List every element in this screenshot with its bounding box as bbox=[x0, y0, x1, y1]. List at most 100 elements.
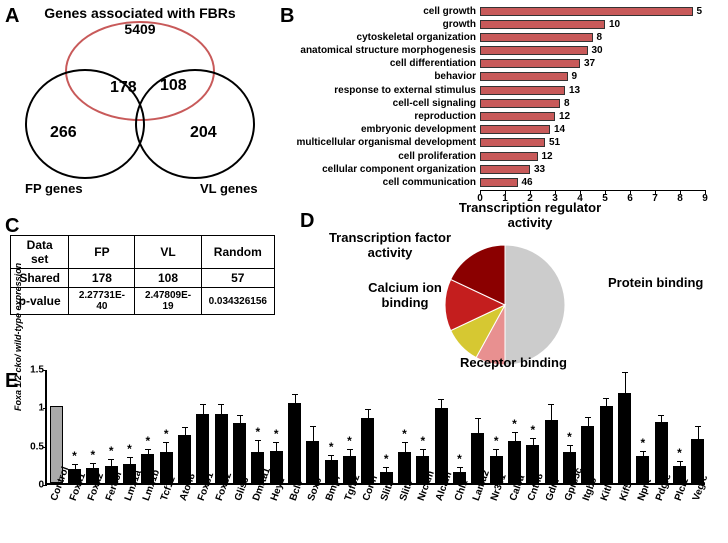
go-tick: 7 bbox=[652, 193, 658, 204]
go-label: growth bbox=[290, 19, 480, 30]
venn-vl-only: 204 bbox=[190, 124, 217, 142]
go-row: response to external stimulus 13 bbox=[290, 84, 710, 96]
significance-star: * bbox=[90, 448, 95, 462]
go-row: embryonic development14 bbox=[290, 124, 710, 136]
go-bar bbox=[480, 138, 545, 147]
significance-star: * bbox=[164, 427, 169, 441]
go-row: reproduction12 bbox=[290, 111, 710, 123]
significance-star: * bbox=[402, 427, 407, 441]
significance-star: * bbox=[420, 434, 425, 448]
expression-chart: Foxa 1/2 cko/ wild-type expression 00.51… bbox=[10, 370, 710, 535]
go-bar bbox=[480, 59, 580, 68]
pie-label-calcium: Calcium ion binding bbox=[360, 280, 450, 310]
pie-label-protein: Protein binding bbox=[608, 275, 703, 290]
go-count: 14 bbox=[554, 124, 565, 135]
go-label: cell communication bbox=[290, 177, 480, 188]
go-bar bbox=[480, 33, 593, 42]
significance-star: * bbox=[530, 423, 535, 437]
go-row: cell proliferation 12 bbox=[290, 150, 710, 162]
table-header: Random bbox=[201, 236, 274, 269]
pie-label-receptor: Receptor binding bbox=[460, 355, 567, 370]
significance-star: * bbox=[494, 434, 499, 448]
go-row: cell-cell signaling8 bbox=[290, 97, 710, 109]
pie-label-tf: Transcription factor activity bbox=[325, 230, 455, 260]
stats-table: Data setFPVLRandomShared17810857p-value2… bbox=[10, 235, 275, 315]
go-label: cell differentiation bbox=[290, 58, 480, 69]
go-row: anatomical structure morphogenesis 30 bbox=[290, 45, 710, 57]
go-row: behavior 9 bbox=[290, 71, 710, 83]
significance-star: * bbox=[109, 444, 114, 458]
go-bar bbox=[480, 86, 565, 95]
go-bar bbox=[480, 152, 538, 161]
go-count: 9 bbox=[572, 71, 578, 82]
significance-star: * bbox=[512, 417, 517, 431]
significance-star: * bbox=[145, 434, 150, 448]
table-cell: 2.47809E-19 bbox=[135, 288, 201, 315]
go-row: cell communication 46 bbox=[290, 176, 710, 188]
go-count: 51 bbox=[549, 137, 560, 148]
pie-panel: Protein binding Receptor binding Calcium… bbox=[300, 210, 720, 370]
table-cell: 2.27731E-40 bbox=[69, 288, 135, 315]
pie-chart bbox=[440, 240, 570, 370]
significance-star: * bbox=[640, 436, 645, 450]
go-bar bbox=[480, 125, 550, 134]
pie-slice bbox=[505, 245, 565, 365]
go-row: cytoskeletal organization8 bbox=[290, 31, 710, 43]
significance-star: * bbox=[255, 425, 260, 439]
go-count: 13 bbox=[569, 85, 580, 96]
go-bar bbox=[480, 178, 518, 187]
table-cell: 0.034326156 bbox=[201, 288, 274, 315]
go-count: 46 bbox=[522, 177, 533, 188]
go-label: multicellular organismal development bbox=[290, 137, 480, 148]
significance-star: * bbox=[127, 442, 132, 456]
stats-panel: Data setFPVLRandomShared17810857p-value2… bbox=[10, 235, 275, 315]
table-cell: 178 bbox=[69, 269, 135, 288]
go-bar bbox=[480, 72, 568, 81]
significance-star: * bbox=[457, 452, 462, 466]
venn-vl-label: VL genes bbox=[200, 181, 258, 196]
go-count: 5 bbox=[697, 6, 703, 17]
pie-label-treg: Transcription regulator activity bbox=[445, 200, 615, 230]
venn-fp-only: 266 bbox=[50, 124, 77, 142]
expression-plot: 00.511.5Control*Foxa1*Foxa2*Ferd3l*Lmx1a… bbox=[45, 370, 705, 485]
go-row: cell differentiation 37 bbox=[290, 58, 710, 70]
go-count: 30 bbox=[592, 45, 603, 56]
go-tick: 9 bbox=[702, 193, 708, 204]
go-count: 33 bbox=[534, 164, 545, 175]
go-tick: 8 bbox=[677, 193, 683, 204]
go-bar bbox=[480, 99, 560, 108]
significance-star: * bbox=[72, 449, 77, 463]
go-bars: cell growth5growth10cytoskeletal organiz… bbox=[290, 5, 710, 190]
go-label: cell proliferation bbox=[290, 151, 480, 162]
go-row: cellular component organization33 bbox=[290, 163, 710, 175]
significance-star: * bbox=[347, 434, 352, 448]
expr-xlabel: Kitl bbox=[599, 483, 615, 502]
go-label: response to external stimulus bbox=[290, 85, 480, 96]
go-row: cell growth5 bbox=[290, 5, 710, 17]
go-count: 12 bbox=[559, 111, 570, 122]
go-count: 12 bbox=[542, 151, 553, 162]
table-header: FP bbox=[69, 236, 135, 269]
venn-fp-label: FP genes bbox=[25, 181, 83, 196]
go-label: behavior bbox=[290, 71, 480, 82]
go-count: 8 bbox=[597, 32, 603, 43]
significance-star: * bbox=[274, 427, 279, 441]
expr-bar bbox=[600, 406, 613, 483]
expr-xlabel: Kif5 bbox=[617, 481, 634, 503]
significance-star: * bbox=[329, 440, 334, 454]
expr-bar bbox=[288, 403, 301, 484]
go-label: anatomical structure morphogenesis bbox=[290, 45, 480, 56]
venn-title-text: Genes associated with FBRs bbox=[44, 5, 235, 21]
go-row: growth10 bbox=[290, 18, 710, 30]
significance-star: * bbox=[384, 452, 389, 466]
go-bar bbox=[480, 7, 693, 16]
expr-bar bbox=[233, 423, 246, 483]
venn-panel: Genes associated with FBRs 5409 178 108 … bbox=[10, 5, 270, 205]
expr-bar bbox=[581, 426, 594, 484]
go-bar bbox=[480, 112, 555, 121]
y-axis-label: Foxa 1/2 cko/ wild-type expression bbox=[13, 263, 23, 411]
venn-fp-overlap: 178 bbox=[110, 79, 137, 97]
go-count: 37 bbox=[584, 58, 595, 69]
significance-star: * bbox=[567, 430, 572, 444]
go-row: multicellular organismal development 51 bbox=[290, 137, 710, 149]
